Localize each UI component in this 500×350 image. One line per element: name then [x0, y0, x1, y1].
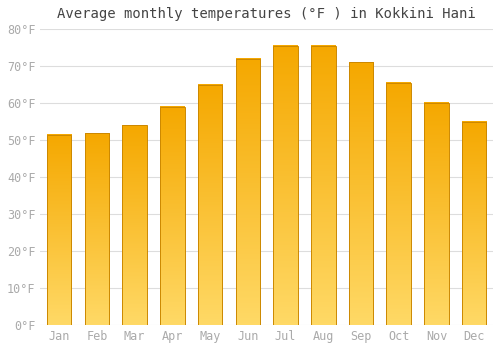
Bar	[122, 125, 147, 325]
Bar	[386, 83, 411, 325]
Bar	[311, 46, 336, 325]
Bar	[348, 62, 374, 325]
Bar	[274, 46, 298, 325]
Bar	[47, 134, 72, 325]
Bar	[84, 133, 109, 325]
Bar	[160, 107, 184, 325]
Bar	[236, 59, 260, 325]
Title: Average monthly temperatures (°F ) in Kokkini Hani: Average monthly temperatures (°F ) in Ko…	[58, 7, 476, 21]
Bar	[198, 85, 222, 325]
Bar	[462, 121, 486, 325]
Bar	[424, 103, 448, 325]
